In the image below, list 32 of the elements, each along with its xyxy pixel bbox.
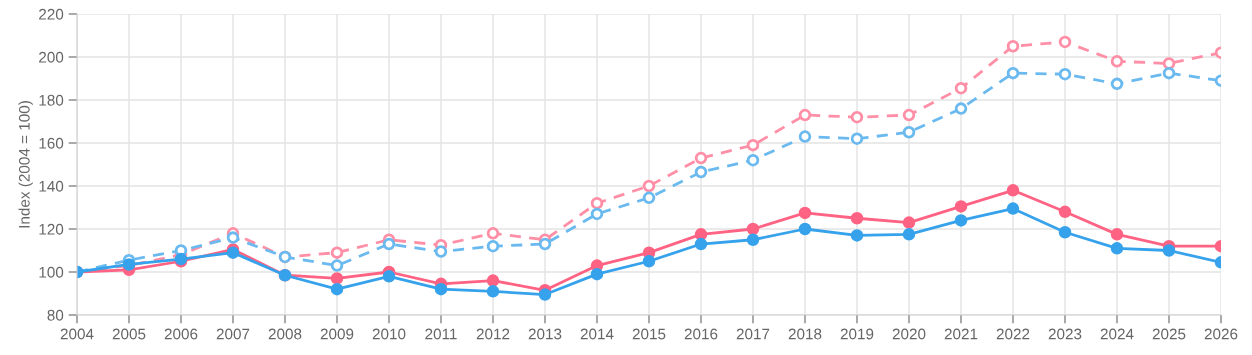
y-tick-label: 140 (39, 180, 64, 192)
x-tick-label: 2026 (1204, 328, 1238, 340)
x-tick-label: 2021 (944, 328, 978, 340)
x-tick-label: 2012 (476, 328, 510, 340)
y-axis-title: Index (2004 = 100) (18, 101, 33, 228)
x-tick-label: 2025 (1152, 328, 1186, 340)
x-tick-label: 2022 (996, 328, 1030, 340)
y-tick-label: 220 (39, 8, 64, 20)
x-tick-label: 2019 (840, 328, 874, 340)
x-tick-label: 2023 (1048, 328, 1082, 340)
x-tick-label: 2015 (632, 328, 666, 340)
y-tick-label: 120 (39, 223, 64, 235)
x-tick-label: 2007 (216, 328, 250, 340)
x-tick-label: 2010 (372, 328, 406, 340)
x-tick-label: 2016 (684, 328, 718, 340)
y-tick-label: 200 (39, 51, 64, 63)
x-tick-label: 2009 (320, 328, 354, 340)
x-tick-label: 2006 (164, 328, 198, 340)
x-tick-label: 2005 (112, 328, 146, 340)
y-tick-label: 100 (39, 266, 64, 278)
y-tick-label: 160 (39, 137, 64, 149)
x-tick-label: 2020 (892, 328, 926, 340)
x-tick-label: 2013 (528, 328, 562, 340)
x-tick-label: 2018 (788, 328, 822, 340)
x-tick-label: 2024 (1100, 328, 1134, 340)
y-tick-label: 180 (39, 94, 64, 106)
x-tick-label: 2008 (268, 328, 302, 340)
x-tick-label: 2004 (60, 328, 94, 340)
x-tick-label: 2011 (425, 328, 457, 340)
x-tick-label: 2017 (736, 328, 770, 340)
x-tick-label: 2014 (580, 328, 614, 340)
y-tick-label: 80 (47, 309, 64, 321)
